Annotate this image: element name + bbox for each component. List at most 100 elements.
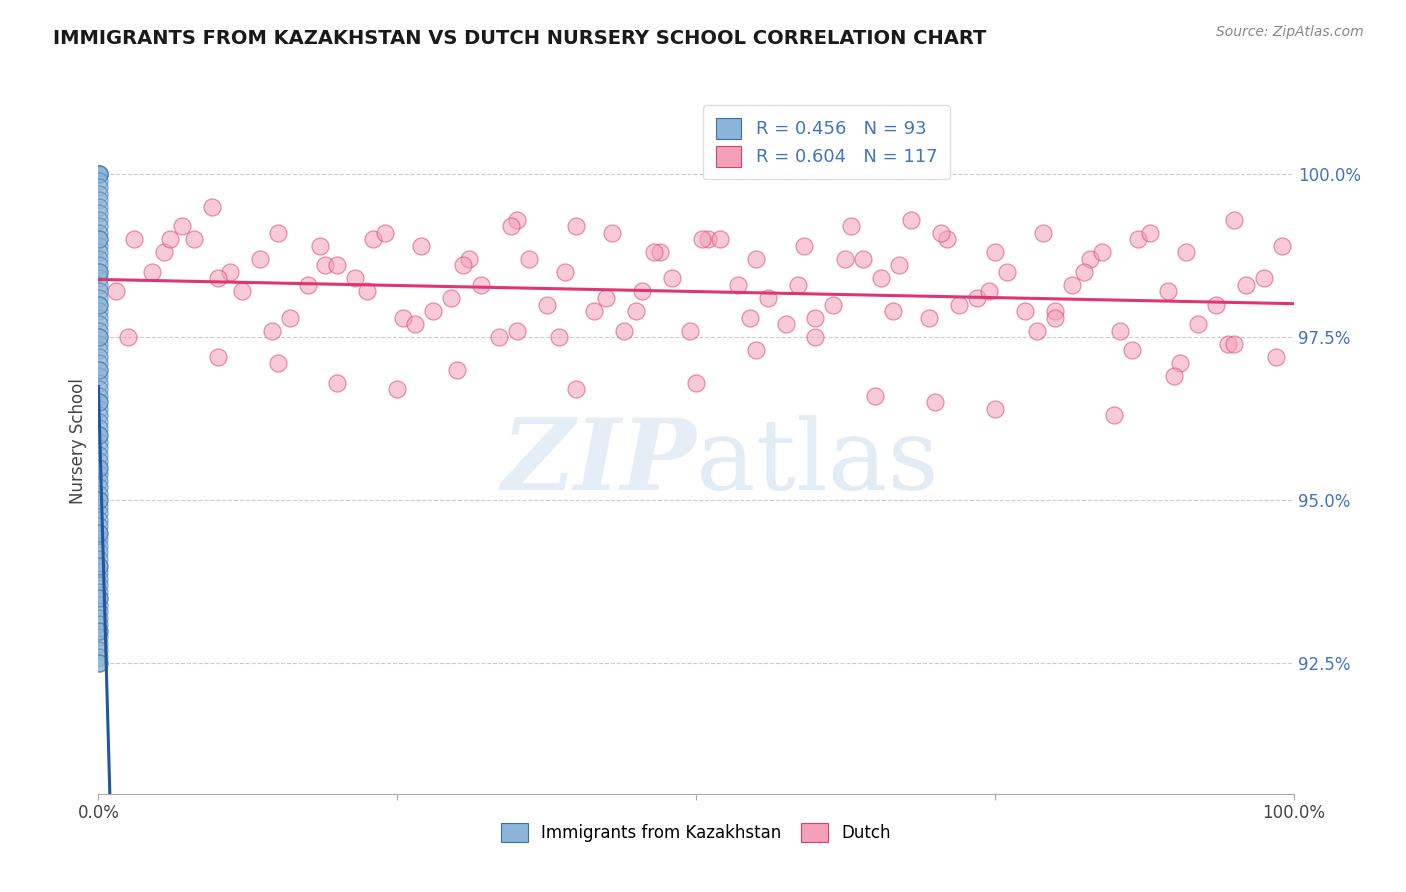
Point <box>87 643 110 657</box>
Point <box>536 297 558 311</box>
Point <box>1223 212 1246 227</box>
Point <box>89 343 111 358</box>
Point <box>89 513 111 527</box>
Point <box>87 265 110 279</box>
Point <box>506 212 529 227</box>
Point <box>89 454 111 468</box>
Point <box>89 200 111 214</box>
Point <box>89 624 111 638</box>
Point <box>834 252 856 266</box>
Point <box>89 474 111 488</box>
Point <box>117 330 139 344</box>
Point <box>709 232 731 246</box>
Point <box>1043 310 1066 325</box>
Point <box>267 226 290 240</box>
Point <box>89 480 111 494</box>
Point <box>89 630 111 644</box>
Point <box>685 376 707 390</box>
Point <box>87 369 110 384</box>
Text: atlas: atlas <box>696 415 939 510</box>
Point <box>852 252 875 266</box>
Point <box>87 336 110 351</box>
Point <box>793 239 815 253</box>
Point <box>488 330 510 344</box>
Point <box>470 277 492 292</box>
Point <box>89 539 111 553</box>
Point <box>89 232 111 246</box>
Point <box>1043 304 1066 318</box>
Point <box>995 265 1018 279</box>
Point <box>308 239 330 253</box>
Point <box>804 310 827 325</box>
Point <box>89 565 111 579</box>
Point <box>89 506 111 520</box>
Point <box>89 265 111 279</box>
Point <box>727 277 749 292</box>
Point <box>392 310 415 325</box>
Point <box>89 460 111 475</box>
Point <box>1073 265 1095 279</box>
Point <box>517 252 540 266</box>
Point <box>89 193 111 207</box>
Point <box>1104 409 1126 423</box>
Point <box>882 304 904 318</box>
Point <box>89 591 111 606</box>
Point <box>966 291 988 305</box>
Point <box>446 363 468 377</box>
Point <box>1025 324 1047 338</box>
Point <box>1062 277 1084 292</box>
Point <box>948 297 970 311</box>
Point <box>1139 226 1161 240</box>
Point <box>823 297 845 311</box>
Point <box>458 252 481 266</box>
Point <box>207 271 229 285</box>
Point <box>1223 336 1246 351</box>
Text: Source: ZipAtlas.com: Source: ZipAtlas.com <box>1216 25 1364 39</box>
Point <box>89 434 111 449</box>
Point <box>89 487 111 501</box>
Point <box>89 252 111 266</box>
Point <box>89 533 111 547</box>
Point <box>745 252 768 266</box>
Point <box>565 382 588 396</box>
Point <box>183 232 205 246</box>
Point <box>89 167 111 181</box>
Point <box>89 363 111 377</box>
Point <box>1264 350 1286 364</box>
Text: IMMIGRANTS FROM KAZAKHSTAN VS DUTCH NURSERY SCHOOL CORRELATION CHART: IMMIGRANTS FROM KAZAKHSTAN VS DUTCH NURS… <box>53 29 987 47</box>
Point <box>786 277 808 292</box>
Point <box>87 591 110 606</box>
Point <box>499 219 522 234</box>
Point <box>565 219 588 234</box>
Point <box>738 310 761 325</box>
Point <box>297 277 319 292</box>
Point <box>87 493 110 508</box>
Point <box>89 219 111 234</box>
Point <box>1253 271 1275 285</box>
Point <box>89 467 111 482</box>
Point <box>89 558 111 573</box>
Point <box>89 291 111 305</box>
Point <box>595 291 617 305</box>
Point <box>326 258 349 272</box>
Point <box>87 401 110 416</box>
Point <box>89 545 111 559</box>
Point <box>105 285 128 299</box>
Point <box>278 310 301 325</box>
Point <box>87 617 110 632</box>
Point <box>89 395 111 409</box>
Point <box>89 558 111 573</box>
Point <box>89 271 111 285</box>
Point <box>89 389 111 403</box>
Point <box>89 493 111 508</box>
Point <box>1163 369 1185 384</box>
Point <box>374 226 396 240</box>
Point <box>1168 356 1191 370</box>
Point <box>89 637 111 651</box>
Point <box>602 226 624 240</box>
Point <box>440 291 463 305</box>
Point <box>583 304 606 318</box>
Point <box>984 401 1007 416</box>
Point <box>1157 285 1180 299</box>
Point <box>87 584 110 599</box>
